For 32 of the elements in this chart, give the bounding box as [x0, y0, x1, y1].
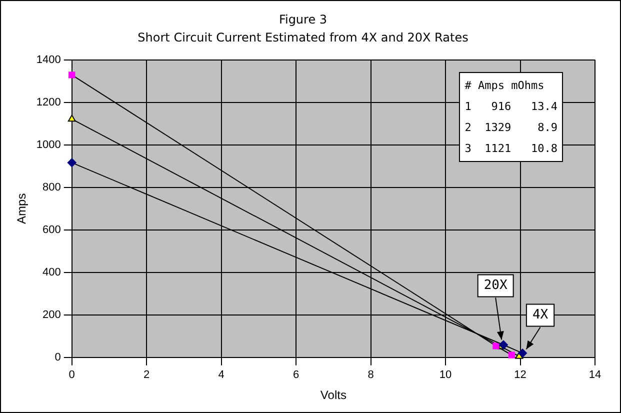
x-tick-label: 6: [293, 369, 300, 382]
y-tick-label: 800: [42, 181, 61, 194]
point: [518, 348, 528, 358]
point: [67, 158, 76, 168]
y-tick-label: 200: [42, 308, 61, 321]
x-tick-label: 2: [144, 369, 150, 382]
x-tick-label: 8: [368, 369, 374, 382]
y-tick-label: 400: [42, 266, 61, 278]
point: [68, 72, 76, 78]
chart-title: Figure 3: [278, 12, 328, 26]
x-tick-label: 10: [439, 369, 452, 382]
chart-subtitle: Short Circuit Current Estimated from 4X and 20X Rates: [138, 30, 468, 45]
y-tick-label: 0: [54, 351, 61, 364]
annotation: 1 916 13.4: [464, 100, 558, 113]
y-tick-label: 1200: [36, 96, 61, 108]
x-tick-label: 4: [218, 369, 224, 382]
y-tick-label: 600: [42, 224, 61, 236]
y-axis-title: Amps: [14, 193, 29, 224]
y-tick-label: 1000: [36, 138, 61, 151]
x-tick-label: 14: [588, 369, 602, 382]
annotation: 2 1329 8.9: [464, 120, 558, 134]
point: [492, 342, 500, 350]
x-tick-label: 0: [68, 369, 75, 382]
point: [68, 114, 76, 122]
x-axis-title: Volts: [320, 388, 346, 402]
annotation: 3 1121 10.8: [464, 142, 558, 155]
x-tick-label: 12: [514, 369, 526, 382]
annotation: 4X: [532, 308, 548, 323]
annotation: 20X: [484, 278, 508, 294]
annotation: # Amps mOhms: [464, 78, 544, 92]
y-tick-label: 1400: [36, 54, 61, 66]
point: [508, 352, 515, 358]
